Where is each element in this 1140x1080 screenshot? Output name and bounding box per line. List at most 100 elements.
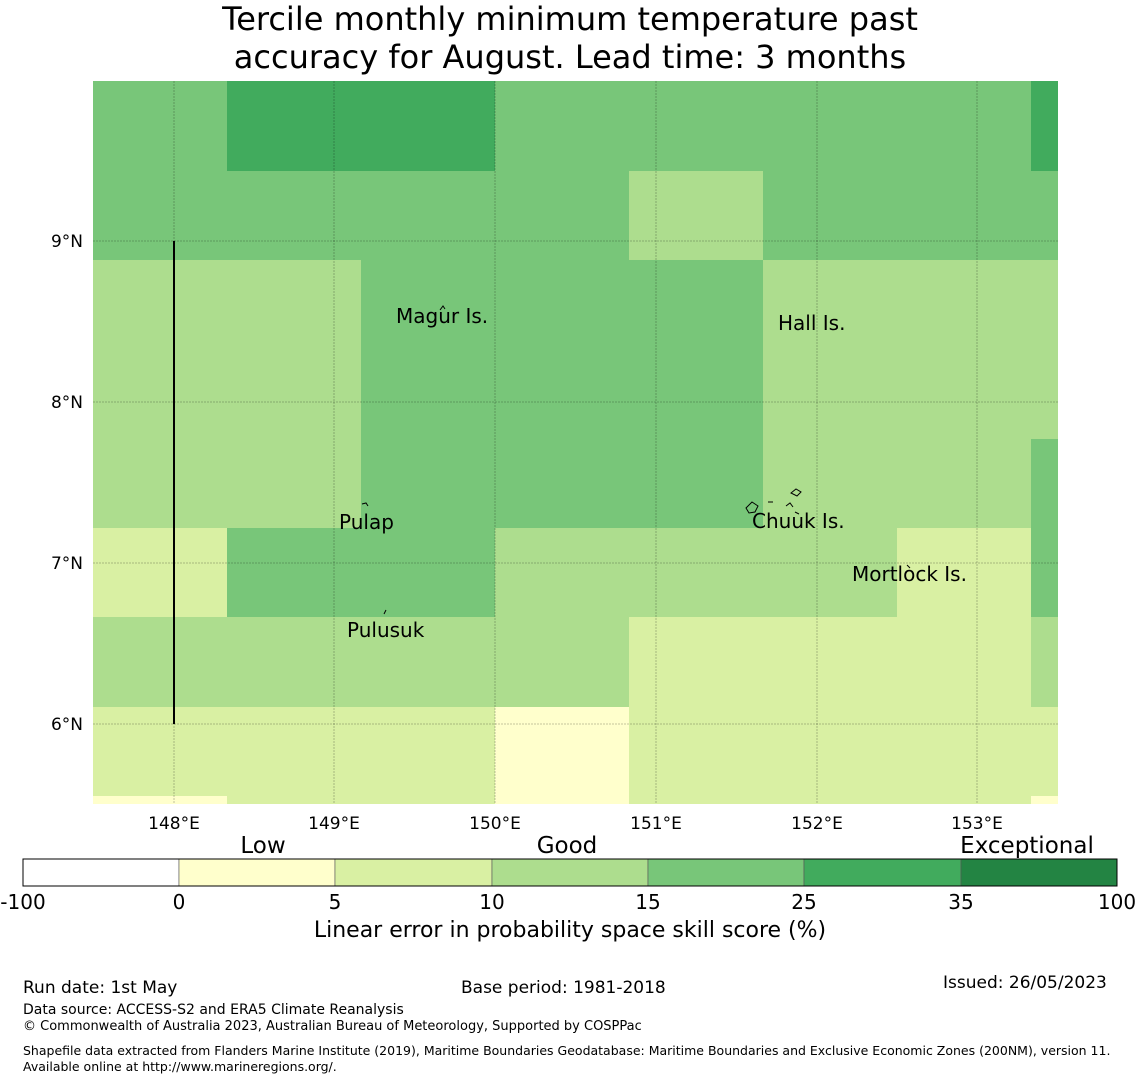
grid-cell <box>227 260 361 349</box>
grid-cell <box>1031 349 1058 439</box>
grid-cell <box>897 260 1031 349</box>
issued-date: Issued: 26/05/2023 <box>943 973 1107 993</box>
colorbar-label: Linear error in probability space skill … <box>313 918 827 943</box>
grid-cell <box>361 81 495 171</box>
grid-cell <box>227 439 361 528</box>
longitude-tick-label: 149°E <box>308 814 360 834</box>
grid-cell <box>629 528 763 617</box>
colorbar-tick-label: 10 <box>479 890 504 914</box>
grid-cell <box>897 528 1031 617</box>
axis-tick-labels: 148°E 149°E 150°E 151°E 152°E 153°E 9°N 8°N 7°N 6… <box>51 232 1003 834</box>
colorbar-swatch <box>334 858 493 887</box>
grid-cell <box>763 707 897 796</box>
latitude-tick-label: 9°N <box>51 232 83 252</box>
grid-cell <box>1031 617 1058 707</box>
grid-cell <box>495 260 629 349</box>
grid-cell <box>495 439 629 528</box>
grid-cell <box>361 260 495 349</box>
grid-cell <box>93 260 227 349</box>
grid-cell <box>1031 528 1058 617</box>
grid-cell <box>897 171 1031 260</box>
latitude-tick-label: 8°N <box>51 393 83 413</box>
magur-island-outline <box>439 305 446 311</box>
grid-cell <box>93 349 227 439</box>
grid-cell <box>1031 81 1058 171</box>
grid-cell <box>897 439 1031 528</box>
grid-cell <box>1031 796 1058 804</box>
place-label: Pulusuk <box>347 618 425 642</box>
colorbar-swatch <box>22 858 180 887</box>
grid-cell <box>629 796 763 804</box>
colorbar-swatch <box>178 858 336 887</box>
colorbar-category-label: Low <box>240 833 285 859</box>
grid-cell <box>93 528 227 617</box>
grid-cell <box>1031 707 1058 796</box>
grid-cell <box>361 171 495 260</box>
grid-cell <box>361 707 495 796</box>
colorbar-swatch <box>491 858 649 887</box>
grid-cell <box>629 171 763 260</box>
place-label: Chuuk Is. <box>752 509 845 533</box>
grid-cell <box>629 260 763 349</box>
data-source: Data source: ACCESS-S2 and ERA5 Climate … <box>23 1002 404 1018</box>
place-labels: Magur Is. Hall Is. Pulap Chuuk Is. Mortlock … <box>339 304 967 642</box>
place-label: Magur Is. <box>396 304 488 328</box>
grid-cell <box>629 81 763 171</box>
grid-cell <box>763 171 897 260</box>
colorbar-category-label: Exceptional <box>960 833 1094 859</box>
grid-cell <box>227 617 361 707</box>
colorbar-tick-label: -100 <box>0 890 45 914</box>
grid-cell <box>897 81 1031 171</box>
grid-cell <box>897 707 1031 796</box>
colorbar-swatch <box>647 858 805 887</box>
grid-cell <box>763 528 897 617</box>
grid-cell <box>495 349 629 439</box>
grid-cell <box>227 81 361 171</box>
mortlock-island-outline <box>906 564 911 569</box>
grid-cell <box>495 796 629 804</box>
place-label: Mortlock Is. <box>852 562 967 586</box>
grid-cell <box>1031 439 1058 528</box>
colorbar-category-label: Good <box>537 833 598 859</box>
pulap-island-outline <box>361 502 369 507</box>
grid-cell <box>495 81 629 171</box>
chuuk-lagoon-outline <box>745 488 802 515</box>
skill-score-grid <box>93 81 1058 804</box>
grid-cell <box>361 796 495 804</box>
longitude-tick-label: 148°E <box>148 814 200 834</box>
grid-cell <box>361 439 495 528</box>
grid-cell <box>897 796 1031 804</box>
colorbar-tick-label: 5 <box>329 890 342 914</box>
latitude-tick-label: 6°N <box>51 715 83 735</box>
grid-cell <box>763 796 897 804</box>
colorbar-swatch <box>803 858 962 887</box>
longitude-tick-label: 153°E <box>951 814 1003 834</box>
grid-cell <box>227 707 361 796</box>
grid-cell <box>227 349 361 439</box>
shapefile-credit: Shapefile data extracted from Flanders M… <box>23 1043 1111 1074</box>
grid-cell <box>227 528 361 617</box>
grid-cell <box>495 707 629 796</box>
grid-cell <box>1031 171 1058 260</box>
grid-cell <box>763 617 897 707</box>
grid-cell <box>629 617 763 707</box>
grid-cell <box>93 171 227 260</box>
grid-cell <box>763 349 897 439</box>
base-period: Base period: 1981-2018 <box>461 978 666 998</box>
colorbar-tick-label: 35 <box>948 890 973 914</box>
longitude-tick-label: 150°E <box>469 814 521 834</box>
grid-cell <box>763 260 897 349</box>
place-label: Pulap <box>339 510 394 534</box>
run-date: Run date: 1st May <box>23 978 178 998</box>
grid-cell <box>763 439 897 528</box>
grid-cell <box>93 796 227 804</box>
grid-cell <box>495 171 629 260</box>
latitude-tick-label: 7°N <box>51 554 83 574</box>
grid-cell <box>93 617 227 707</box>
longitude-tick-label: 151°E <box>630 814 682 834</box>
colorbar-tick-label: 25 <box>791 890 816 914</box>
map-title: Tercile monthly minimum temperature past… <box>222 0 918 76</box>
pulusuk-island-outline <box>383 609 387 615</box>
grid-cell <box>763 81 897 171</box>
grid-cell <box>93 707 227 796</box>
